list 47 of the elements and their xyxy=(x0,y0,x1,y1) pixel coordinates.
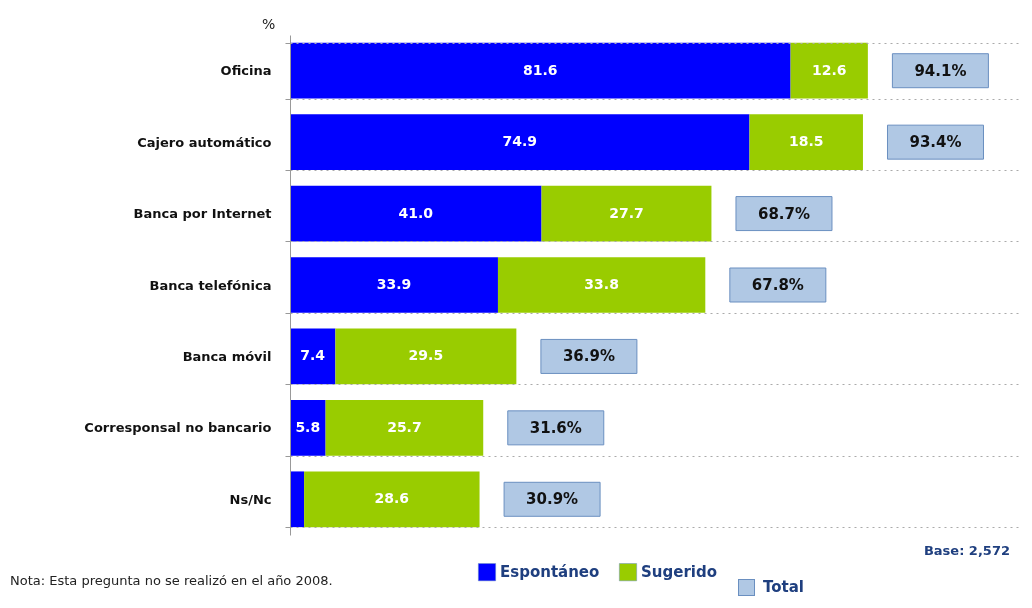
bar xyxy=(290,185,542,242)
bar xyxy=(335,328,517,385)
legend-label: Espontáneo xyxy=(500,563,600,582)
y-tick-label: Banca telefónica xyxy=(149,277,272,293)
total-label: 93.4% xyxy=(909,133,962,152)
data-label: 18.5 xyxy=(788,133,824,150)
y-tick-label: Corresponsal no bancario xyxy=(84,420,272,436)
text: Base: 2,572 xyxy=(923,543,1010,558)
text: Nota: Esta pregunta no se realizó en el año 2008. xyxy=(10,573,333,588)
data-label: 33.8 xyxy=(584,276,619,292)
data-label: 28.6 xyxy=(374,490,410,507)
y-tick-label: Ns/Nc xyxy=(229,491,272,507)
bar xyxy=(290,471,305,528)
bar xyxy=(325,400,484,456)
bar xyxy=(290,257,498,313)
total-label: 68.7% xyxy=(757,204,810,223)
text: Total xyxy=(763,578,804,596)
data-label: 5.8 xyxy=(295,418,321,435)
total-label: 94.1% xyxy=(914,61,967,80)
text: % xyxy=(262,16,276,32)
total-label: 30.9% xyxy=(526,490,579,509)
data-label: 41.0 xyxy=(398,204,434,221)
total-label: 67.8% xyxy=(751,276,804,294)
bar xyxy=(290,400,326,456)
bar xyxy=(497,257,706,313)
data-label: 12.6 xyxy=(811,61,847,78)
bar xyxy=(290,42,791,99)
y-tick-label: Cajero automático xyxy=(137,134,272,150)
bar xyxy=(749,114,863,170)
bar xyxy=(541,185,712,242)
y-tick-label: Banca móvil xyxy=(182,348,272,364)
data-label: 29.5 xyxy=(408,347,444,364)
data-label: 33.9 xyxy=(376,276,412,292)
data-label: 25.7 xyxy=(387,418,422,435)
bar xyxy=(790,42,868,99)
data-label: 74.9 xyxy=(502,133,538,150)
bar xyxy=(304,471,480,528)
data-label: 27.7 xyxy=(609,204,644,221)
data-label: 81.6 xyxy=(523,61,558,78)
data-label: 7.4 xyxy=(300,347,326,364)
legend-label: Sugerido xyxy=(641,563,717,582)
bar xyxy=(290,328,336,385)
y-tick-label: Banca por Internet xyxy=(133,206,272,222)
y-tick-label: Oficina xyxy=(220,63,272,79)
total-label: 31.6% xyxy=(529,418,582,437)
total-label: 36.9% xyxy=(562,347,615,366)
bar xyxy=(290,114,750,170)
